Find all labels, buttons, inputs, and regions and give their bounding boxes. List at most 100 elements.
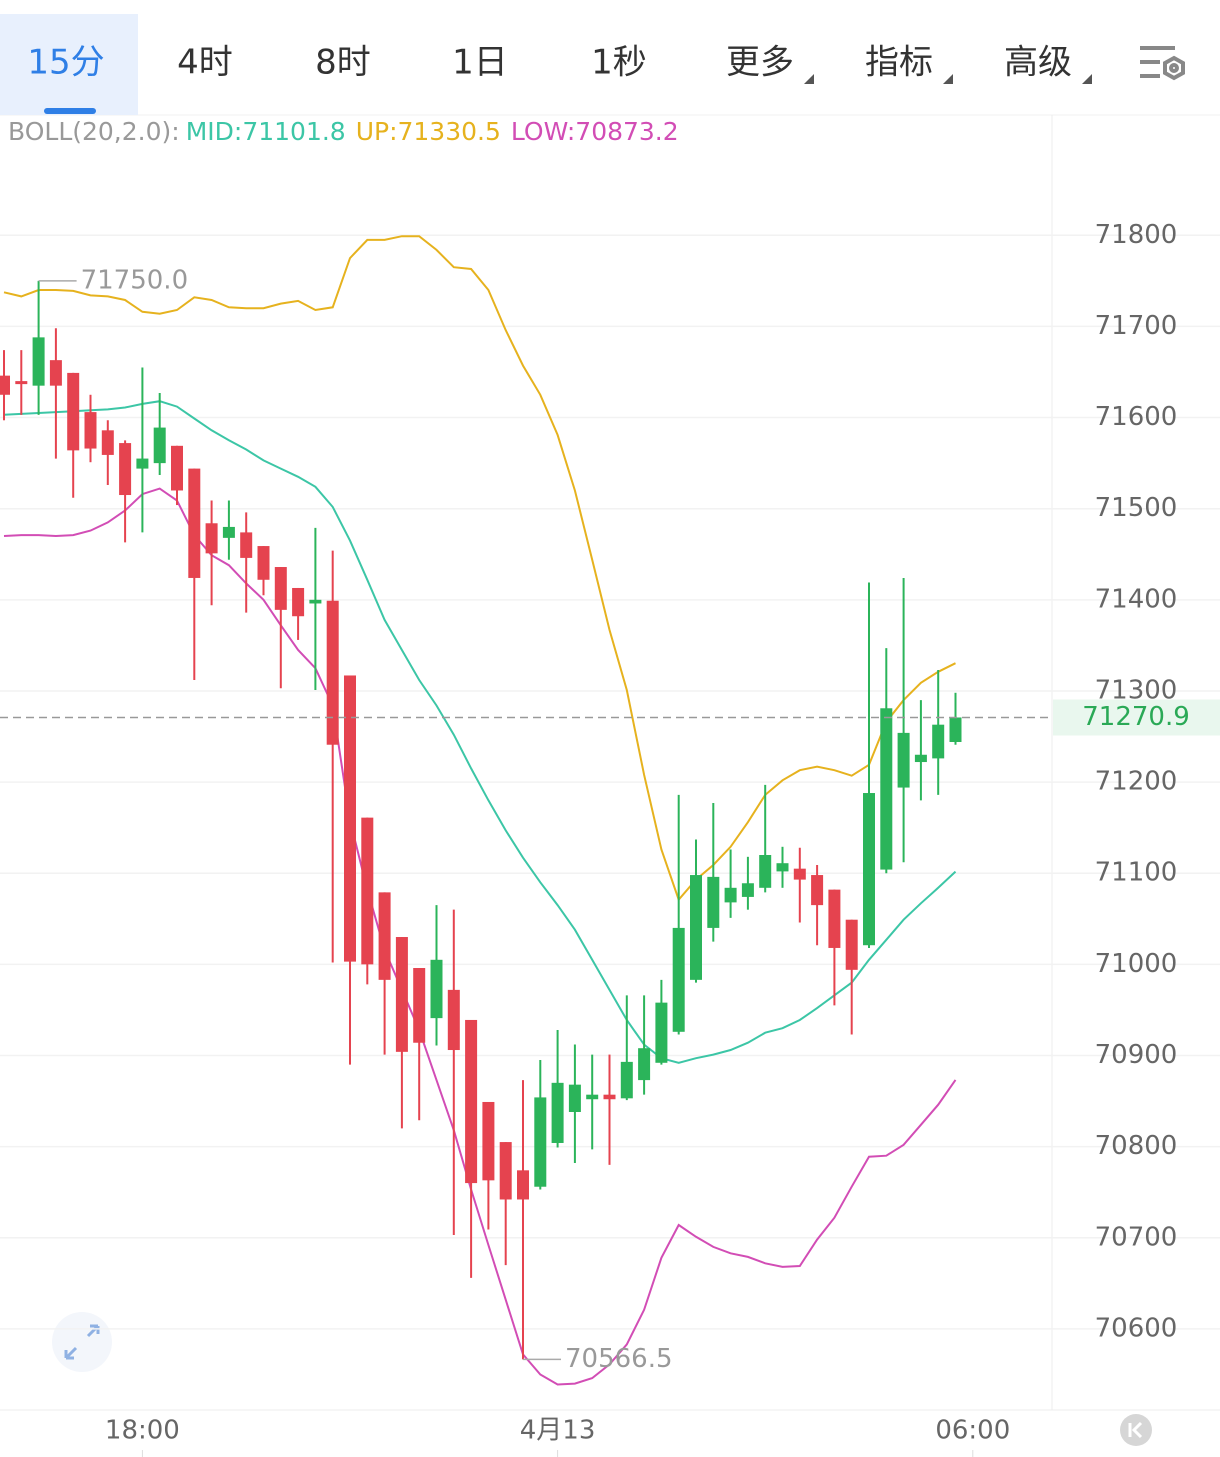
candle-body: [655, 1002, 668, 1063]
expand-button[interactable]: [52, 1312, 112, 1372]
y-tick-label: 70600: [1095, 1313, 1178, 1343]
candle-body: [776, 863, 789, 872]
candle-body: [724, 887, 737, 903]
y-tick-label: 70700: [1095, 1222, 1178, 1252]
candle-body: [811, 875, 824, 906]
candle-body: [49, 360, 62, 386]
tab[interactable]: 1日: [452, 43, 508, 83]
candle-body: [67, 372, 80, 451]
x-tick-label: 4月13: [520, 1416, 596, 1446]
candle-body: [378, 892, 391, 980]
candle-body: [603, 1094, 616, 1100]
candle-body: [84, 412, 97, 449]
candle-body: [793, 868, 806, 880]
y-tick-label: 71100: [1095, 858, 1178, 888]
candle-body: [845, 919, 858, 970]
settings-icon[interactable]: [1140, 46, 1185, 81]
timeframe-tabs: 15分 4时 8时 1日 1秒 更多 指标 高级: [0, 14, 1092, 115]
candle-body: [240, 532, 253, 558]
last-price-bg: [1053, 699, 1220, 736]
x-tick-label: 18:00: [105, 1416, 180, 1446]
candle-body: [914, 754, 927, 763]
legend-entry: MID:71101.8: [186, 117, 346, 146]
candle-body: [326, 600, 339, 745]
plot-area: 7060070700708007090071000711007120071300…: [0, 117, 1220, 1457]
candle-body: [741, 883, 754, 897]
tab[interactable]: 高级: [1004, 43, 1072, 83]
candle-body: [101, 430, 114, 455]
indicator-label: BOLL(20,2.0):: [8, 117, 180, 146]
candle-body: [534, 1097, 547, 1187]
extreme-label: 70566.5: [565, 1344, 673, 1374]
candle-body: [413, 968, 426, 1043]
last-price-label: 71270.9: [1082, 702, 1190, 732]
x-tick-label: 06:00: [935, 1416, 1010, 1446]
candle-body: [32, 337, 45, 386]
candle-body: [205, 523, 218, 554]
candle-body: [430, 959, 443, 1019]
y-tick-label: 71700: [1095, 311, 1178, 341]
candle-body: [274, 567, 287, 610]
active-tab-indicator: [44, 108, 96, 114]
tab[interactable]: 15分: [27, 43, 104, 83]
tab[interactable]: 更多: [726, 43, 794, 83]
tab[interactable]: 8时: [315, 43, 371, 83]
candle-body: [395, 937, 408, 1052]
dropdown-marker: [1082, 74, 1092, 84]
legend-entry: UP:71330.5: [356, 117, 501, 146]
candle-body: [482, 1101, 495, 1181]
tab[interactable]: 指标: [865, 43, 933, 83]
legend-entry: LOW:70873.2: [511, 117, 679, 146]
candle-body: [188, 468, 201, 578]
candle-body: [361, 817, 374, 965]
candle-body: [447, 989, 460, 1051]
candle-body: [638, 1048, 651, 1081]
y-tick-label: 70900: [1095, 1040, 1178, 1070]
candle-body: [171, 445, 183, 491]
candle-body: [551, 1082, 564, 1143]
candle-body: [153, 427, 166, 464]
candle-body: [897, 732, 910, 788]
boll-line: [3, 400, 957, 1064]
candle-body: [568, 1084, 581, 1112]
y-tick-label: 71600: [1095, 402, 1178, 432]
tab[interactable]: 1秒: [591, 43, 647, 83]
y-tick-label: 70800: [1095, 1131, 1178, 1161]
candle-body: [586, 1094, 599, 1100]
candle-body: [828, 889, 841, 948]
y-tick-label: 71400: [1095, 584, 1178, 614]
candle-body: [292, 587, 305, 617]
candle-body: [499, 1142, 512, 1200]
candle-body: [949, 717, 962, 742]
tab[interactable]: 4时: [177, 43, 233, 83]
candle-body: [119, 443, 132, 496]
candle-body: [465, 1019, 478, 1184]
boll-line: [3, 235, 956, 902]
candle-body: [863, 793, 875, 946]
candle-body: [344, 675, 356, 962]
candle-body: [707, 876, 720, 928]
candle-body: [222, 526, 235, 538]
candle-body: [759, 855, 772, 888]
candle-body: [880, 708, 893, 870]
candle-body: [932, 724, 945, 759]
dropdown-marker: [943, 74, 953, 84]
candle-body: [15, 381, 28, 385]
y-tick-label: 71500: [1095, 493, 1178, 523]
candle-body: [690, 875, 702, 980]
dropdown-marker: [804, 74, 814, 84]
active-tab-bg: [0, 14, 138, 115]
candle-body: [309, 599, 322, 604]
candle-body: [0, 375, 10, 395]
y-tick-label: 71200: [1095, 767, 1178, 797]
candle-body: [672, 927, 685, 1032]
extreme-label: 71750.0: [81, 265, 189, 295]
scroll-back-button[interactable]: [1120, 1414, 1152, 1446]
candle-body: [517, 1170, 529, 1200]
y-tick-label: 71000: [1095, 949, 1178, 979]
y-tick-label: 71800: [1095, 220, 1178, 250]
candle-body: [136, 458, 149, 469]
candle-body: [620, 1061, 633, 1099]
